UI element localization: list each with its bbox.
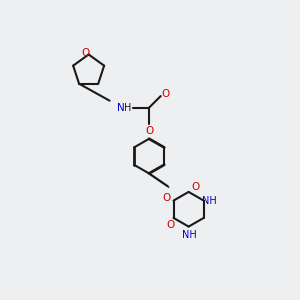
Text: O: O (162, 193, 171, 203)
Text: NH: NH (182, 230, 197, 240)
Text: NH: NH (202, 196, 217, 206)
Text: N: N (116, 103, 124, 112)
Text: O: O (191, 182, 200, 192)
Text: O: O (166, 220, 174, 230)
Text: O: O (161, 89, 169, 99)
Text: O: O (81, 48, 89, 58)
Text: H: H (124, 103, 132, 112)
Text: O: O (145, 126, 153, 136)
